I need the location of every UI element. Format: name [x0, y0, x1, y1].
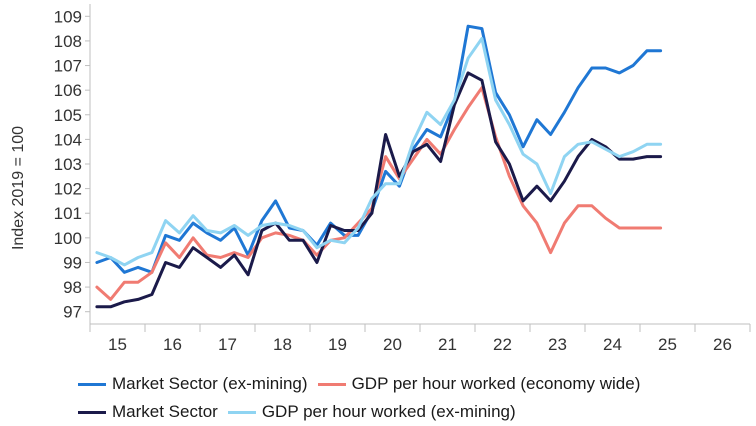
- y-tick-label: 105: [54, 106, 82, 125]
- y-tick-label: 98: [63, 278, 82, 297]
- legend-label: GDP per hour worked (economy wide): [351, 374, 641, 393]
- legend-label: Market Sector (ex-mining): [112, 374, 308, 393]
- legend-swatch: [78, 382, 106, 386]
- x-tick-label: 25: [658, 335, 677, 354]
- y-tick-label: 101: [54, 204, 82, 223]
- x-tick-label: 23: [548, 335, 567, 354]
- x-tick-label: 26: [713, 335, 732, 354]
- x-axis: 15 16 17 18 19 20 21 22 23 24 25 26: [89, 323, 751, 354]
- legend-row: Market Sector (ex-mining) GDP per hour w…: [78, 370, 748, 398]
- y-tick-label: 99: [63, 253, 82, 272]
- x-tick-label: 17: [218, 335, 237, 354]
- legend-swatch: [78, 410, 106, 414]
- x-tick-label: 24: [603, 335, 622, 354]
- x-tick-label: 15: [108, 335, 127, 354]
- series-line-market-sector-ex-mining: [95, 24, 663, 274]
- series-line-market-sector: [95, 71, 663, 309]
- legend-item-market-sector-ex-mining: Market Sector (ex-mining): [78, 374, 308, 394]
- y-tick-label: 104: [54, 130, 82, 149]
- y-tick-label: 108: [54, 32, 82, 51]
- legend-item-market-sector: Market Sector: [78, 402, 218, 422]
- x-tick-label: 20: [383, 335, 402, 354]
- legend-item-gdp-ex-mining: GDP per hour worked (ex-mining): [227, 402, 516, 422]
- y-axis-label: Index 2019 = 100: [10, 126, 27, 250]
- series-line-gdp-per-hour-worked-ex-mining: [95, 37, 663, 267]
- x-tick-label: 22: [493, 335, 512, 354]
- series-lines: [95, 24, 663, 309]
- y-tick-label: 103: [54, 155, 82, 174]
- y-tick-label: 106: [54, 81, 82, 100]
- legend-label: GDP per hour worked (ex-mining): [261, 402, 516, 421]
- y-axis: 97 98 99 100 101 102 103 104 105 106 107 108 109: [54, 4, 91, 324]
- legend-swatch: [317, 382, 346, 386]
- legend: Market Sector (ex-mining) GDP per hour w…: [78, 370, 748, 426]
- y-tick-label: 97: [63, 303, 82, 322]
- legend-swatch: [227, 410, 256, 414]
- y-tick-label: 109: [54, 7, 82, 26]
- x-tick-label: 16: [163, 335, 182, 354]
- legend-item-gdp-economy-wide: GDP per hour worked (economy wide): [317, 374, 641, 394]
- y-tick-label: 102: [54, 180, 82, 199]
- y-tick-label: 107: [54, 57, 82, 76]
- legend-label: Market Sector: [112, 402, 218, 421]
- y-tick-label: 100: [54, 229, 82, 248]
- legend-row: Market Sector GDP per hour worked (ex-mi…: [78, 398, 748, 426]
- x-tick-label: 19: [328, 335, 347, 354]
- x-tick-label: 18: [273, 335, 292, 354]
- x-tick-label: 21: [438, 335, 457, 354]
